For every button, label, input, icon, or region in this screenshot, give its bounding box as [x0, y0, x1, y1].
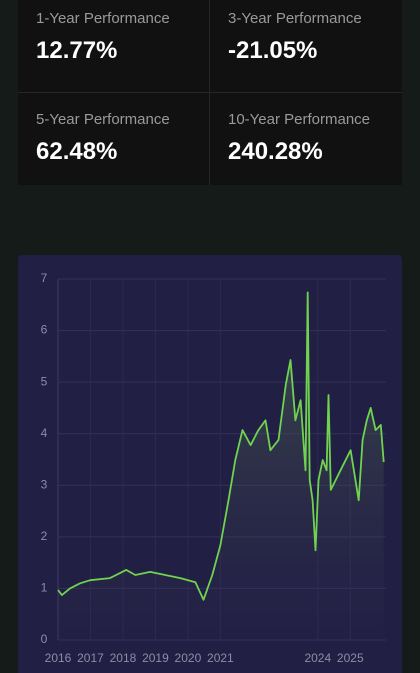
card-value: -21.05% — [228, 37, 318, 64]
x-tick-label: 2016 — [45, 651, 72, 665]
area-fill — [58, 292, 384, 640]
x-tick-label: 2018 — [110, 651, 137, 665]
x-tick-label: 2024 — [304, 651, 331, 665]
card-label: 1-Year Performance — [36, 10, 170, 27]
y-tick-label: 3 — [41, 477, 48, 491]
x-tick-label: 2020 — [175, 651, 202, 665]
card: 10-Year Performance 240.28% — [210, 93, 402, 186]
price-line — [57, 291, 385, 601]
card: 1-Year Performance 12.77% — [18, 0, 210, 93]
card-value: 62.48% — [36, 137, 118, 165]
card: 5-Year Performance 62.48% — [18, 92, 210, 185]
y-tick-label: 1 — [41, 581, 48, 595]
y-tick-label: 5 — [41, 374, 48, 388]
y-tick-label: 2 — [41, 529, 48, 543]
x-tick-label: 2017 — [77, 651, 104, 665]
card-label: 10-Year Performance — [228, 110, 371, 128]
performance-cards: 1-Year Performance 12.77% 3-Year Performa… — [18, 0, 402, 185]
y-tick-label: 7 — [41, 271, 48, 285]
y-tick-label: 4 — [41, 426, 48, 440]
x-tick-label: 2021 — [207, 651, 234, 665]
card-label: 3-Year Performance — [228, 10, 362, 27]
card: 3-Year Performance -21.05% — [210, 0, 402, 93]
x-tick-label: 2025 — [337, 651, 364, 665]
card-value: 240.28% — [228, 137, 323, 165]
y-tick-label: 6 — [41, 323, 48, 337]
card-value: 12.77% — [36, 37, 118, 64]
x-tick-label: 2019 — [142, 651, 169, 665]
y-tick-label: 0 — [41, 632, 48, 646]
card-label: 5-Year Performance — [36, 110, 170, 128]
